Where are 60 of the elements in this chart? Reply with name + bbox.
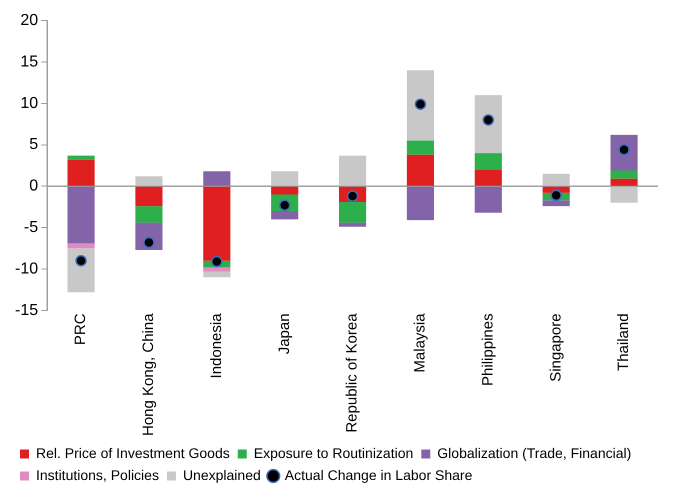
bar	[406, 140, 434, 155]
x-tick-label: Japan	[276, 313, 293, 354]
bar	[135, 186, 163, 206]
bar	[271, 186, 298, 194]
bar	[406, 154, 434, 186]
bar	[474, 95, 502, 154]
bar	[67, 186, 95, 244]
bar	[135, 206, 163, 223]
bar	[67, 248, 95, 292]
y-tick-label: 10	[20, 94, 38, 112]
x-tick-label: Singapore	[547, 313, 564, 382]
bar	[271, 171, 298, 186]
y-tick-label: 5	[29, 136, 38, 154]
bar	[610, 178, 638, 186]
bar	[338, 222, 366, 227]
bar	[67, 243, 95, 248]
x-tick-label: PRC	[72, 313, 90, 346]
bar	[203, 186, 230, 261]
legend-label: Exposure to Routinization	[254, 444, 414, 461]
legend-label: Actual Change in Labor Share	[284, 466, 473, 483]
bar	[338, 202, 366, 223]
legend-label: Rel. Price of Investment Goods	[36, 444, 230, 461]
x-tick-label: Hong Kong, China	[140, 312, 158, 436]
bar	[474, 153, 502, 170]
bar	[610, 186, 638, 203]
point	[143, 236, 155, 248]
bar	[474, 170, 502, 186]
bar	[338, 156, 366, 186]
x-tick-label: Indonesia	[208, 312, 225, 378]
bar	[203, 171, 230, 186]
bar	[474, 186, 502, 213]
y-tick-label: -15	[15, 302, 38, 319]
legend-label: Globalization (Trade, Financial)	[437, 444, 632, 461]
y-tick-label: 15	[20, 53, 38, 70]
point	[414, 98, 426, 110]
bar	[542, 174, 570, 186]
y-tick-label: -5	[24, 219, 38, 236]
bar	[542, 200, 570, 206]
point	[75, 254, 87, 266]
bar	[610, 170, 638, 179]
bar	[203, 271, 230, 278]
bar	[67, 160, 95, 186]
bar	[406, 186, 434, 220]
point	[550, 190, 562, 202]
bar	[203, 267, 230, 272]
legend-label: Unexplained	[182, 466, 261, 483]
legend-label: Institutions, Policies	[36, 466, 159, 483]
point	[482, 114, 494, 126]
y-tick-label: 0	[29, 178, 38, 195]
x-tick-label: Republic of Korea	[344, 312, 361, 433]
x-tick-label: Malaysia	[412, 312, 429, 373]
y-tick-label: -10	[15, 260, 38, 278]
bar	[406, 70, 434, 141]
y-tick-label: 20	[20, 12, 38, 30]
x-tick-label: Philippines	[479, 313, 496, 386]
point	[211, 256, 223, 268]
bar	[67, 156, 95, 160]
bar	[271, 211, 298, 220]
bar	[135, 176, 163, 186]
x-tick-label: Thailand	[615, 313, 632, 371]
